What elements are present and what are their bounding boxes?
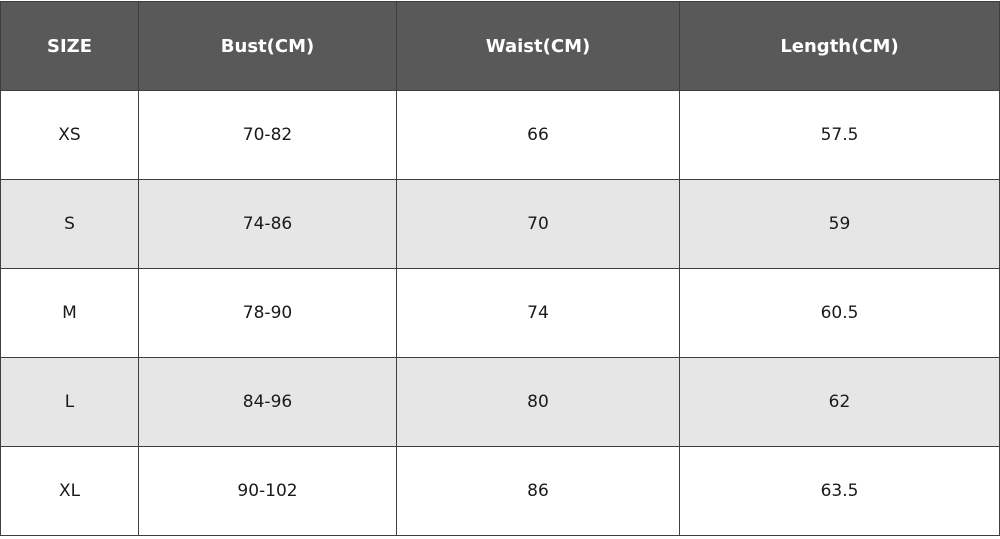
cell-waist: 80 <box>396 357 680 447</box>
cell-size: XS <box>0 90 139 180</box>
table-row: L 84-96 80 62 <box>0 357 1000 447</box>
cell-size: XL <box>0 446 139 536</box>
cell-waist: 70 <box>396 179 680 269</box>
table-header: SIZE Bust(CM) Waist(CM) Length(CM) <box>0 1 1000 91</box>
cell-bust: 84-96 <box>138 357 397 447</box>
cell-bust: 78-90 <box>138 268 397 358</box>
table-row: S 74-86 70 59 <box>0 179 1000 269</box>
cell-length: 63.5 <box>679 446 1000 536</box>
header-size: SIZE <box>0 1 139 91</box>
table-body: XS 70-82 66 57.5 S 74-86 70 59 M 78-90 7… <box>0 90 1000 536</box>
cell-waist: 74 <box>396 268 680 358</box>
cell-waist: 66 <box>396 90 680 180</box>
table-row: M 78-90 74 60.5 <box>0 268 1000 358</box>
cell-waist: 86 <box>396 446 680 536</box>
cell-bust: 70-82 <box>138 90 397 180</box>
cell-bust: 74-86 <box>138 179 397 269</box>
header-length: Length(CM) <box>679 1 1000 91</box>
table-row: XS 70-82 66 57.5 <box>0 90 1000 180</box>
cell-size: S <box>0 179 139 269</box>
cell-length: 62 <box>679 357 1000 447</box>
table-row: XL 90-102 86 63.5 <box>0 446 1000 536</box>
header-waist: Waist(CM) <box>396 1 680 91</box>
cell-bust: 90-102 <box>138 446 397 536</box>
cell-length: 57.5 <box>679 90 1000 180</box>
cell-size: M <box>0 268 139 358</box>
cell-length: 59 <box>679 179 1000 269</box>
cell-length: 60.5 <box>679 268 1000 358</box>
header-row: SIZE Bust(CM) Waist(CM) Length(CM) <box>0 1 1000 91</box>
cell-size: L <box>0 357 139 447</box>
header-bust: Bust(CM) <box>138 1 397 91</box>
